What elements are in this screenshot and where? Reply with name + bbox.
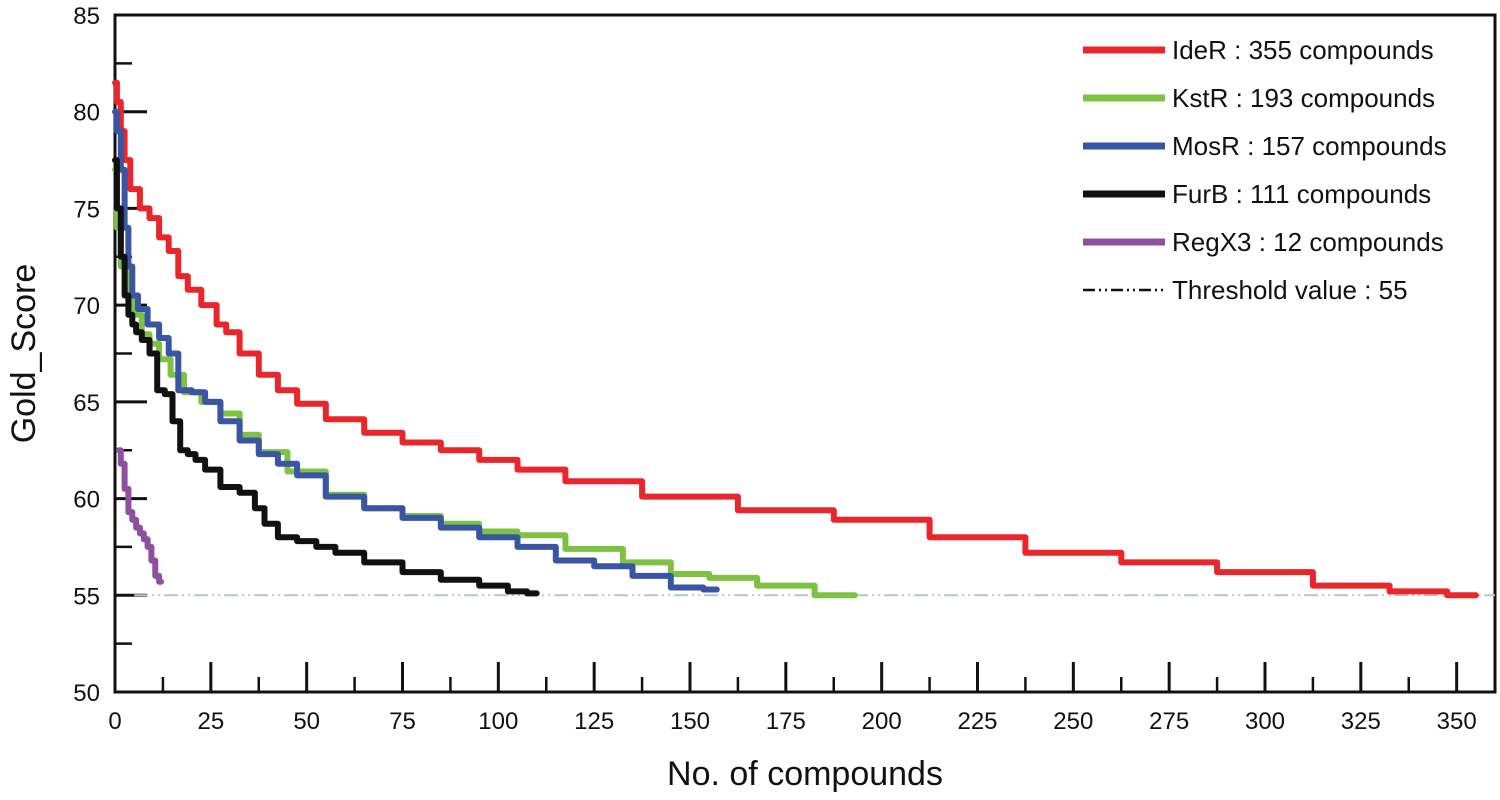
y-tick-label: 65 [73, 390, 100, 417]
legend-label-ider: IdeR : 355 compounds [1172, 35, 1434, 65]
legend-label-mosr: MosR : 157 compounds [1172, 131, 1447, 161]
legend: IdeR : 355 compounds KstR : 193 compounds… [1083, 35, 1447, 305]
x-tick-label: 325 [1341, 708, 1381, 735]
x-tick-label: 125 [574, 708, 614, 735]
x-tick-label: 350 [1437, 708, 1477, 735]
plot-border [113, 13, 1497, 694]
series-line-mosr [112, 108, 720, 593]
y-tick-label: 50 [73, 680, 100, 707]
legend-label-furb: FurB : 111 compounds [1172, 179, 1431, 209]
series-line-ider [112, 79, 1479, 599]
y-tick-label: 85 [73, 3, 100, 30]
y-tick-label: 55 [73, 583, 100, 610]
x-axis-ticks: 0 25 50 75 100 125 150 175 200 225 250 275 300 325 350 [108, 662, 1477, 735]
y-axis-ticks: 50 55 60 65 70 75 80 85 [73, 3, 147, 707]
y-tick-label: 70 [73, 293, 100, 320]
series-line-kstr [112, 166, 858, 599]
y-tick-label: 60 [73, 487, 100, 514]
x-tick-label: 0 [108, 708, 121, 735]
x-tick-label: 150 [670, 708, 710, 735]
x-tick-label: 250 [1053, 708, 1093, 735]
x-tick-label: 50 [293, 708, 320, 735]
y-axis-title: Gold_Score [5, 264, 43, 444]
legend-label-regx3: RegX3 : 12 compounds [1172, 227, 1444, 257]
series-layer [112, 79, 1479, 599]
x-tick-label: 175 [766, 708, 806, 735]
x-tick-label: 100 [478, 708, 518, 735]
x-axis-title: No. of compounds [667, 755, 943, 793]
series-line-regx3 [115, 447, 164, 585]
x-tick-label: 275 [1149, 708, 1189, 735]
x-tick-label: 25 [197, 708, 224, 735]
series-line-furb [112, 157, 540, 597]
x-tick-label: 200 [862, 708, 902, 735]
x-tick-label: 225 [957, 708, 997, 735]
x-tick-label: 300 [1245, 708, 1285, 735]
legend-label-kstr: KstR : 193 compounds [1172, 83, 1435, 113]
y-tick-label: 80 [73, 100, 100, 127]
legend-label-threshold: Threshold value : 55 [1172, 275, 1408, 305]
y-tick-label: 75 [73, 196, 100, 223]
x-tick-label: 75 [389, 708, 416, 735]
plot-frame [113, 13, 1497, 694]
